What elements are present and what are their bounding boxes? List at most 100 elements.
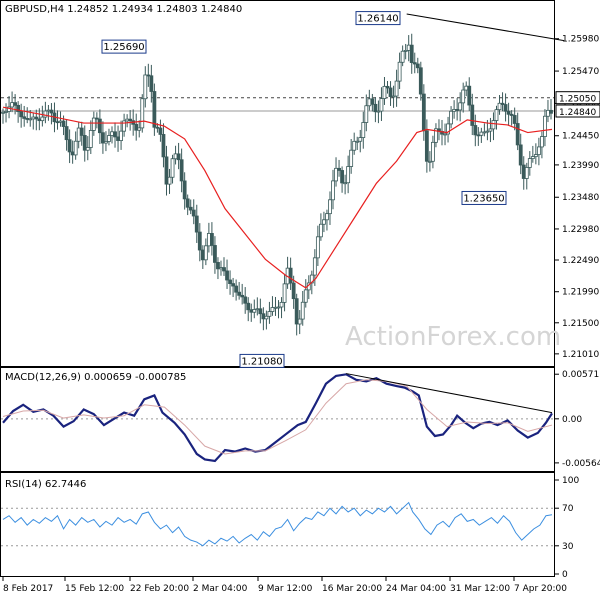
candle-body	[449, 110, 453, 125]
candle-body	[194, 215, 199, 233]
candle-body	[340, 170, 344, 184]
candle-body	[91, 117, 96, 131]
candle-body	[113, 131, 117, 138]
macd-panel-frame	[0, 367, 555, 472]
x-tick-label: 15 Feb 12:00	[65, 584, 124, 594]
candle-body	[16, 104, 21, 112]
candle-body	[476, 134, 481, 137]
candle-body	[361, 122, 366, 138]
candle-body	[346, 166, 351, 184]
candle-body	[485, 130, 490, 133]
macd-signal-line	[2, 379, 553, 455]
candle-body	[122, 120, 127, 132]
price-y-tick-label: 1.24960	[562, 99, 599, 109]
candle-body	[67, 139, 72, 153]
candle-body	[297, 318, 302, 325]
candle-body	[85, 147, 90, 151]
candle-body	[234, 285, 239, 293]
candle-body	[494, 109, 499, 121]
candle-body	[240, 294, 245, 298]
candle-body	[455, 109, 460, 111]
candle-body	[524, 167, 529, 179]
watermark: ActionForex.com	[345, 322, 561, 352]
candle-body	[228, 279, 232, 284]
candle-body	[206, 233, 211, 247]
price-annotation-box	[355, 11, 401, 26]
price-y-tick-label: 1.21500	[562, 319, 599, 329]
price-annotation-box	[239, 353, 285, 368]
candle-body	[61, 120, 66, 127]
candle-body	[219, 267, 223, 270]
candle-body	[55, 121, 60, 124]
candle-body	[179, 159, 184, 182]
candle-body	[155, 126, 160, 129]
candle-body	[400, 50, 405, 63]
moving-average-line	[2, 106, 553, 289]
candle-body	[279, 301, 284, 308]
candle-body	[137, 127, 142, 131]
candle-body	[97, 118, 102, 134]
price-annotation-label: 1.25690	[103, 42, 144, 53]
x-tick-label: 22 Feb 20:00	[130, 584, 189, 594]
candle-body	[479, 131, 484, 136]
candle-body	[412, 62, 417, 65]
x-tick-label: 16 Mar 20:00	[322, 584, 382, 594]
candle-body	[518, 144, 523, 166]
candle-body	[37, 118, 42, 122]
candle-body	[424, 130, 429, 162]
candle-body	[385, 85, 390, 89]
candle-body	[530, 156, 535, 159]
candle-body	[427, 160, 432, 163]
candle-body	[49, 109, 54, 114]
candle-body	[58, 120, 63, 123]
candle-body	[79, 127, 84, 136]
candle-body	[322, 219, 326, 225]
x-tick-label: 24 Mar 04:00	[386, 584, 446, 594]
candle-body	[4, 111, 8, 113]
candle-body	[334, 167, 338, 182]
candle-body	[434, 128, 438, 143]
candle-body	[200, 249, 205, 261]
candle-body	[536, 146, 541, 155]
candle-body	[182, 180, 187, 200]
rsi-header: RSI(14) 62.7446	[5, 479, 86, 490]
candle-body	[294, 298, 299, 325]
candle-body	[452, 109, 457, 112]
price-y-tick-label: 1.23480	[562, 193, 599, 203]
candle-body	[210, 233, 214, 246]
candle-body	[258, 308, 263, 315]
candle-body	[358, 137, 363, 142]
candle-body	[46, 109, 51, 112]
candle-body	[1, 111, 5, 114]
candle-body	[261, 313, 266, 320]
macd-layer	[1, 373, 554, 463]
candle-body	[549, 109, 553, 114]
candle-body	[125, 118, 130, 122]
macd-y-tick-label: 0.005717	[562, 370, 600, 380]
candle-body	[355, 140, 360, 143]
macd-header: MACD(12,26,9) 0.000659 -0.000785	[5, 372, 186, 383]
candle-body	[128, 118, 133, 122]
candle-body	[43, 110, 48, 118]
candle-body	[231, 283, 235, 287]
candle-body	[370, 98, 375, 105]
candle-body	[19, 111, 24, 118]
price-y-tick-label: 1.24450	[562, 132, 599, 142]
candle-body	[421, 93, 426, 132]
candle-body	[158, 127, 163, 135]
candle-body	[467, 85, 472, 106]
price-level-box	[555, 91, 600, 105]
candle-body	[197, 231, 202, 251]
candle-body	[216, 262, 220, 270]
candle-body	[543, 115, 547, 137]
candle-body	[22, 116, 27, 119]
candle-body	[315, 236, 320, 259]
candle-body	[76, 127, 81, 142]
x-tick-label: 7 Apr 20:00	[514, 584, 567, 594]
candle-body	[312, 257, 317, 276]
candle-body	[397, 61, 402, 82]
candle-body	[388, 87, 393, 97]
candle-body	[521, 164, 526, 179]
candle-body	[515, 123, 520, 146]
candle-body	[10, 102, 14, 108]
